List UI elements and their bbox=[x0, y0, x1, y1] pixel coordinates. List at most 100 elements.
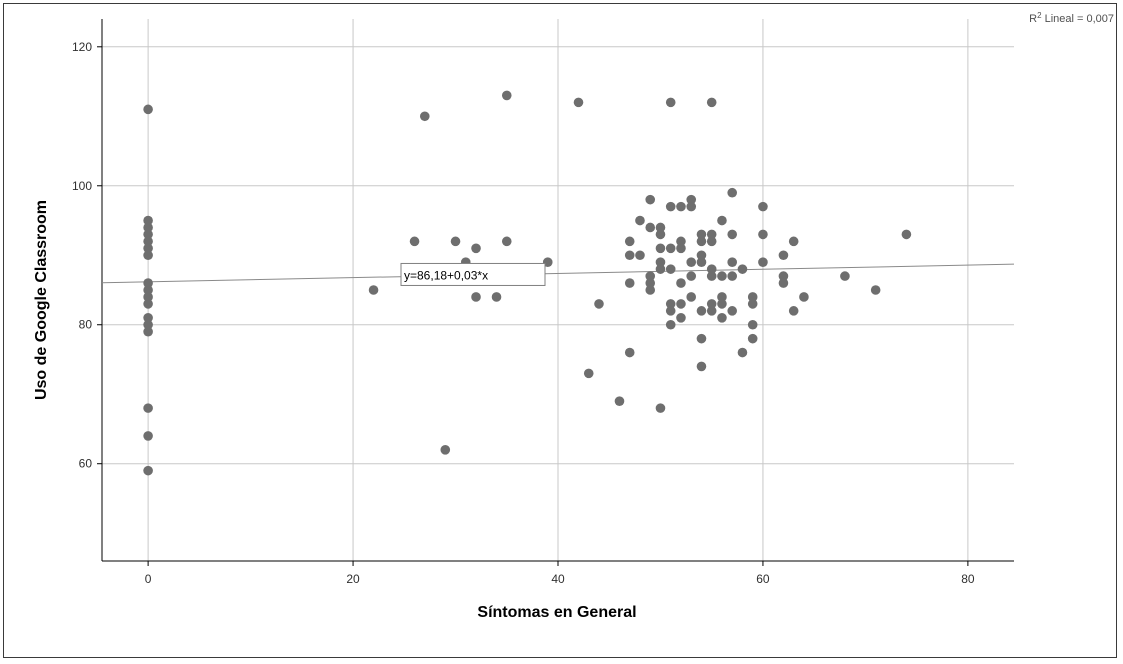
data-point bbox=[645, 278, 656, 288]
y-axis-title: Uso de Google Classroom bbox=[33, 200, 50, 400]
data-point bbox=[778, 250, 789, 261]
data-point bbox=[696, 361, 707, 372]
data-point bbox=[758, 201, 768, 212]
data-point bbox=[676, 243, 686, 254]
data-points bbox=[143, 90, 912, 476]
data-point bbox=[665, 243, 676, 254]
data-point bbox=[419, 111, 430, 122]
data-point bbox=[706, 306, 717, 316]
data-point bbox=[737, 347, 748, 358]
data-point bbox=[143, 104, 153, 115]
data-point bbox=[676, 278, 686, 288]
data-point bbox=[624, 347, 635, 358]
equation-label: y=86,18+0,03*x bbox=[404, 268, 488, 282]
data-point bbox=[901, 229, 912, 240]
data-point bbox=[501, 90, 512, 101]
data-point bbox=[655, 222, 666, 233]
data-point bbox=[655, 403, 666, 413]
data-point bbox=[696, 257, 707, 268]
data-point bbox=[143, 285, 153, 295]
data-point bbox=[717, 312, 727, 323]
data-point bbox=[143, 465, 153, 476]
data-point bbox=[686, 194, 697, 205]
data-point bbox=[696, 306, 707, 316]
x-tick-label: 0 bbox=[145, 572, 152, 586]
data-point bbox=[727, 306, 738, 316]
data-point bbox=[471, 243, 481, 254]
data-point bbox=[788, 306, 799, 316]
data-point bbox=[635, 215, 645, 226]
data-point bbox=[655, 229, 666, 240]
scatter-chart: 0 20 40 60 80 60 80 100 120 Síntomas en General Us… bbox=[33, 11, 1114, 622]
x-tick-label: 80 bbox=[961, 572, 975, 586]
data-point bbox=[676, 201, 686, 212]
data-point bbox=[440, 445, 451, 455]
data-point bbox=[143, 326, 153, 337]
data-point bbox=[471, 292, 481, 302]
data-point bbox=[645, 222, 656, 233]
x-tick-label: 60 bbox=[756, 572, 770, 586]
data-point bbox=[624, 278, 635, 288]
data-point bbox=[655, 257, 666, 268]
fit-line bbox=[101, 263, 1015, 284]
data-point bbox=[706, 229, 717, 240]
data-point bbox=[727, 187, 738, 198]
y-tick-label: 80 bbox=[79, 318, 93, 332]
data-point bbox=[717, 215, 727, 226]
data-point bbox=[778, 278, 789, 288]
axes bbox=[97, 19, 1014, 566]
data-point bbox=[696, 236, 707, 247]
data-point bbox=[655, 243, 666, 254]
data-point bbox=[583, 368, 594, 379]
equation-box bbox=[400, 262, 546, 286]
x-tick-label: 40 bbox=[551, 572, 565, 586]
data-point bbox=[645, 271, 656, 281]
data-point bbox=[624, 236, 635, 247]
data-point bbox=[655, 264, 666, 274]
y-tick-label: 60 bbox=[79, 457, 93, 471]
data-point bbox=[501, 236, 512, 247]
data-point bbox=[799, 292, 809, 302]
data-point bbox=[665, 264, 676, 274]
data-point bbox=[686, 271, 697, 281]
data-point bbox=[368, 285, 379, 295]
data-point bbox=[645, 194, 656, 205]
x-tick-label: 20 bbox=[346, 572, 360, 586]
data-point bbox=[686, 257, 697, 268]
data-point bbox=[143, 299, 153, 309]
data-point bbox=[706, 264, 717, 274]
data-point bbox=[143, 431, 153, 441]
data-point bbox=[143, 236, 153, 247]
data-point bbox=[143, 229, 153, 240]
data-point bbox=[686, 292, 697, 302]
data-point bbox=[491, 292, 502, 302]
data-point bbox=[696, 250, 707, 261]
data-point bbox=[676, 312, 686, 323]
data-point bbox=[788, 236, 799, 247]
data-point bbox=[696, 333, 707, 344]
data-point bbox=[409, 236, 420, 247]
data-point bbox=[143, 319, 153, 330]
data-point bbox=[635, 250, 645, 261]
data-point bbox=[717, 299, 727, 309]
data-point bbox=[717, 292, 727, 302]
data-point bbox=[676, 236, 686, 247]
data-point bbox=[143, 243, 153, 254]
y-tick-label: 120 bbox=[72, 40, 92, 54]
data-point bbox=[676, 299, 686, 309]
data-point bbox=[706, 299, 717, 309]
data-point bbox=[143, 215, 153, 226]
data-point bbox=[727, 257, 738, 268]
data-point bbox=[747, 333, 758, 344]
grid bbox=[102, 19, 1014, 561]
data-point bbox=[665, 306, 676, 316]
data-point bbox=[727, 271, 738, 281]
data-point bbox=[737, 264, 748, 274]
data-point bbox=[686, 201, 697, 212]
x-axis-title: Síntomas en General bbox=[477, 604, 636, 621]
data-point bbox=[747, 299, 758, 309]
data-point bbox=[870, 285, 881, 295]
data-point bbox=[143, 292, 153, 302]
data-point bbox=[706, 97, 717, 108]
data-point bbox=[665, 299, 676, 309]
